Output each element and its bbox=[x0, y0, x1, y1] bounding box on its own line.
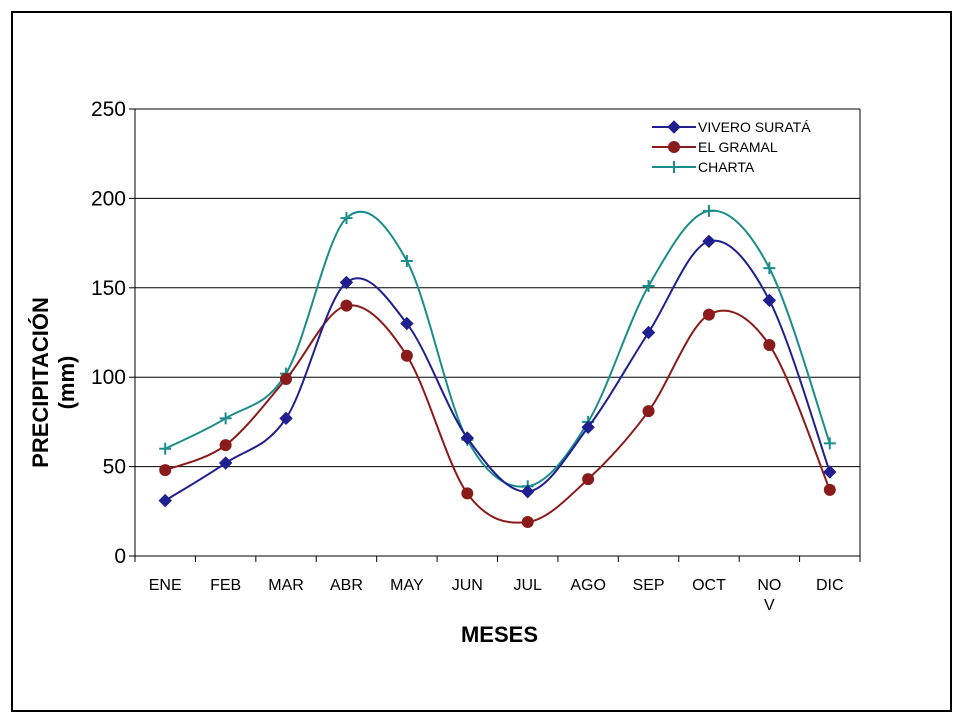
data-point bbox=[158, 493, 172, 508]
series-line bbox=[164, 209, 831, 488]
chart-frame bbox=[11, 11, 952, 712]
data-point bbox=[762, 293, 777, 308]
x-tick-label: AGO bbox=[570, 577, 606, 594]
data-point bbox=[521, 484, 535, 499]
data-point bbox=[279, 411, 293, 426]
legend-item: VIVERO SURATÁ bbox=[652, 119, 811, 135]
data-point bbox=[340, 212, 353, 225]
data-point bbox=[702, 234, 716, 249]
data-point bbox=[159, 464, 172, 477]
x-tick-label: JUL bbox=[513, 577, 542, 594]
x-tick-label: MAR bbox=[268, 577, 304, 594]
data-point bbox=[219, 412, 232, 425]
series-line bbox=[164, 239, 831, 502]
axis-labels: 0 50 100 150 200 250 ENE FEB MAR ABR MAY JUN JUL AGO S… bbox=[28, 98, 844, 647]
data-point bbox=[641, 325, 656, 340]
data-point bbox=[400, 349, 413, 362]
y-tick-label: 150 bbox=[91, 277, 126, 300]
legend-item: CHARTA bbox=[652, 159, 755, 175]
y-tick-label: 250 bbox=[91, 98, 126, 121]
legend-label: CHARTA bbox=[698, 159, 755, 175]
y-tick-label: 50 bbox=[103, 456, 126, 479]
data-point bbox=[400, 316, 414, 331]
data-point bbox=[400, 254, 413, 267]
legend-marker bbox=[668, 141, 680, 153]
legend-marker bbox=[668, 161, 680, 173]
data-point bbox=[823, 483, 836, 496]
series-lines bbox=[158, 204, 837, 529]
y-tick-label: 0 bbox=[114, 545, 126, 568]
series-el-gramal bbox=[159, 299, 836, 529]
x-tick-label: NO V bbox=[757, 577, 781, 614]
data-point bbox=[581, 420, 595, 434]
x-tick-label: MAY bbox=[390, 577, 424, 594]
x-tick-label: JUN bbox=[452, 577, 483, 594]
axes bbox=[129, 108, 861, 562]
x-tick-label: DIC bbox=[816, 577, 844, 594]
legend-label: VIVERO SURATÁ bbox=[698, 119, 811, 135]
y-tick-label: 200 bbox=[91, 187, 126, 210]
data-point bbox=[159, 442, 172, 455]
data-point bbox=[582, 473, 595, 486]
data-point bbox=[521, 516, 534, 529]
series-charta bbox=[159, 204, 836, 493]
data-point bbox=[702, 204, 715, 217]
legend-item: EL GRAMAL bbox=[652, 139, 778, 155]
x-tick-label: ENE bbox=[149, 577, 182, 594]
y-tick-label: 100 bbox=[91, 366, 126, 389]
data-point bbox=[280, 372, 293, 385]
data-point bbox=[219, 439, 232, 452]
data-point bbox=[642, 405, 655, 418]
x-axis-title: MESES bbox=[461, 622, 538, 647]
legend-marker bbox=[667, 120, 681, 134]
x-tick-label: ABR bbox=[330, 577, 363, 594]
legend: VIVERO SURATÁ EL GRAMAL CHARTA bbox=[652, 119, 811, 175]
series-vivero-surat- bbox=[158, 234, 837, 508]
y-axis-title: PRECIPITACIÓN(mm) bbox=[28, 297, 79, 468]
series-line bbox=[164, 304, 831, 524]
data-point bbox=[702, 308, 715, 321]
data-point bbox=[763, 339, 776, 352]
data-point bbox=[763, 262, 776, 275]
legend-label: EL GRAMAL bbox=[698, 139, 778, 155]
gridlines bbox=[135, 108, 860, 468]
data-point bbox=[460, 431, 474, 445]
data-point bbox=[340, 299, 353, 312]
data-point bbox=[823, 465, 837, 479]
data-point bbox=[218, 456, 233, 470]
data-point bbox=[339, 275, 354, 290]
x-tick-label: OCT bbox=[692, 577, 726, 594]
x-tick-label: FEB bbox=[210, 577, 241, 594]
data-point bbox=[642, 280, 655, 293]
x-tick-label: SEP bbox=[633, 577, 665, 594]
data-point bbox=[823, 437, 836, 450]
data-point bbox=[461, 487, 474, 500]
